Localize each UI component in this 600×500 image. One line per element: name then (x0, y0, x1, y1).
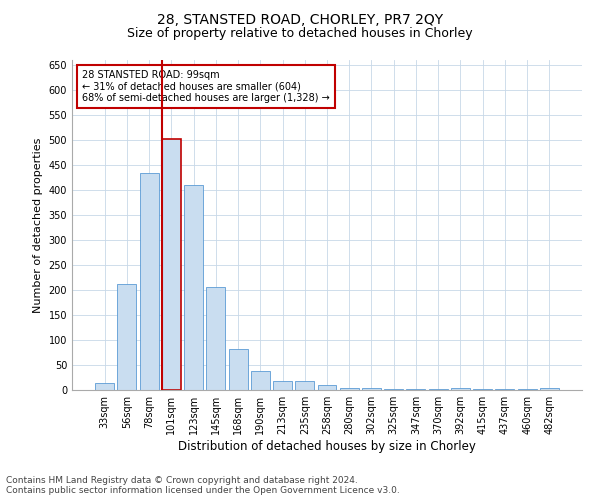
Bar (362, 388, 381, 390)
Bar (429, 389, 448, 390)
Bar (496, 389, 514, 390)
Bar (273, 381, 292, 390)
Bar (184, 185, 203, 390)
Bar (540, 388, 559, 390)
Bar (384, 389, 403, 390)
Bar (118, 284, 136, 390)
Bar (206, 286, 225, 390)
X-axis label: Distribution of detached houses by size in Chorley: Distribution of detached houses by size … (178, 440, 476, 453)
Text: Size of property relative to detached houses in Chorley: Size of property relative to detached ho… (127, 28, 473, 40)
Bar (229, 348, 248, 390)
Y-axis label: Number of detached properties: Number of detached properties (33, 138, 43, 312)
Bar (317, 385, 337, 390)
Bar (473, 389, 492, 390)
Bar (518, 389, 536, 390)
Bar (340, 388, 359, 390)
Bar (406, 389, 425, 390)
Text: 28 STANSTED ROAD: 99sqm
← 31% of detached houses are smaller (604)
68% of semi-d: 28 STANSTED ROAD: 99sqm ← 31% of detache… (82, 70, 330, 103)
Bar (451, 388, 470, 390)
Bar (162, 138, 181, 390)
Bar (140, 172, 158, 390)
Text: 28, STANSTED ROAD, CHORLEY, PR7 2QY: 28, STANSTED ROAD, CHORLEY, PR7 2QY (157, 12, 443, 26)
Bar (251, 371, 270, 390)
Bar (95, 382, 114, 390)
Text: Contains HM Land Registry data © Crown copyright and database right 2024.
Contai: Contains HM Land Registry data © Crown c… (6, 476, 400, 495)
Bar (295, 381, 314, 390)
